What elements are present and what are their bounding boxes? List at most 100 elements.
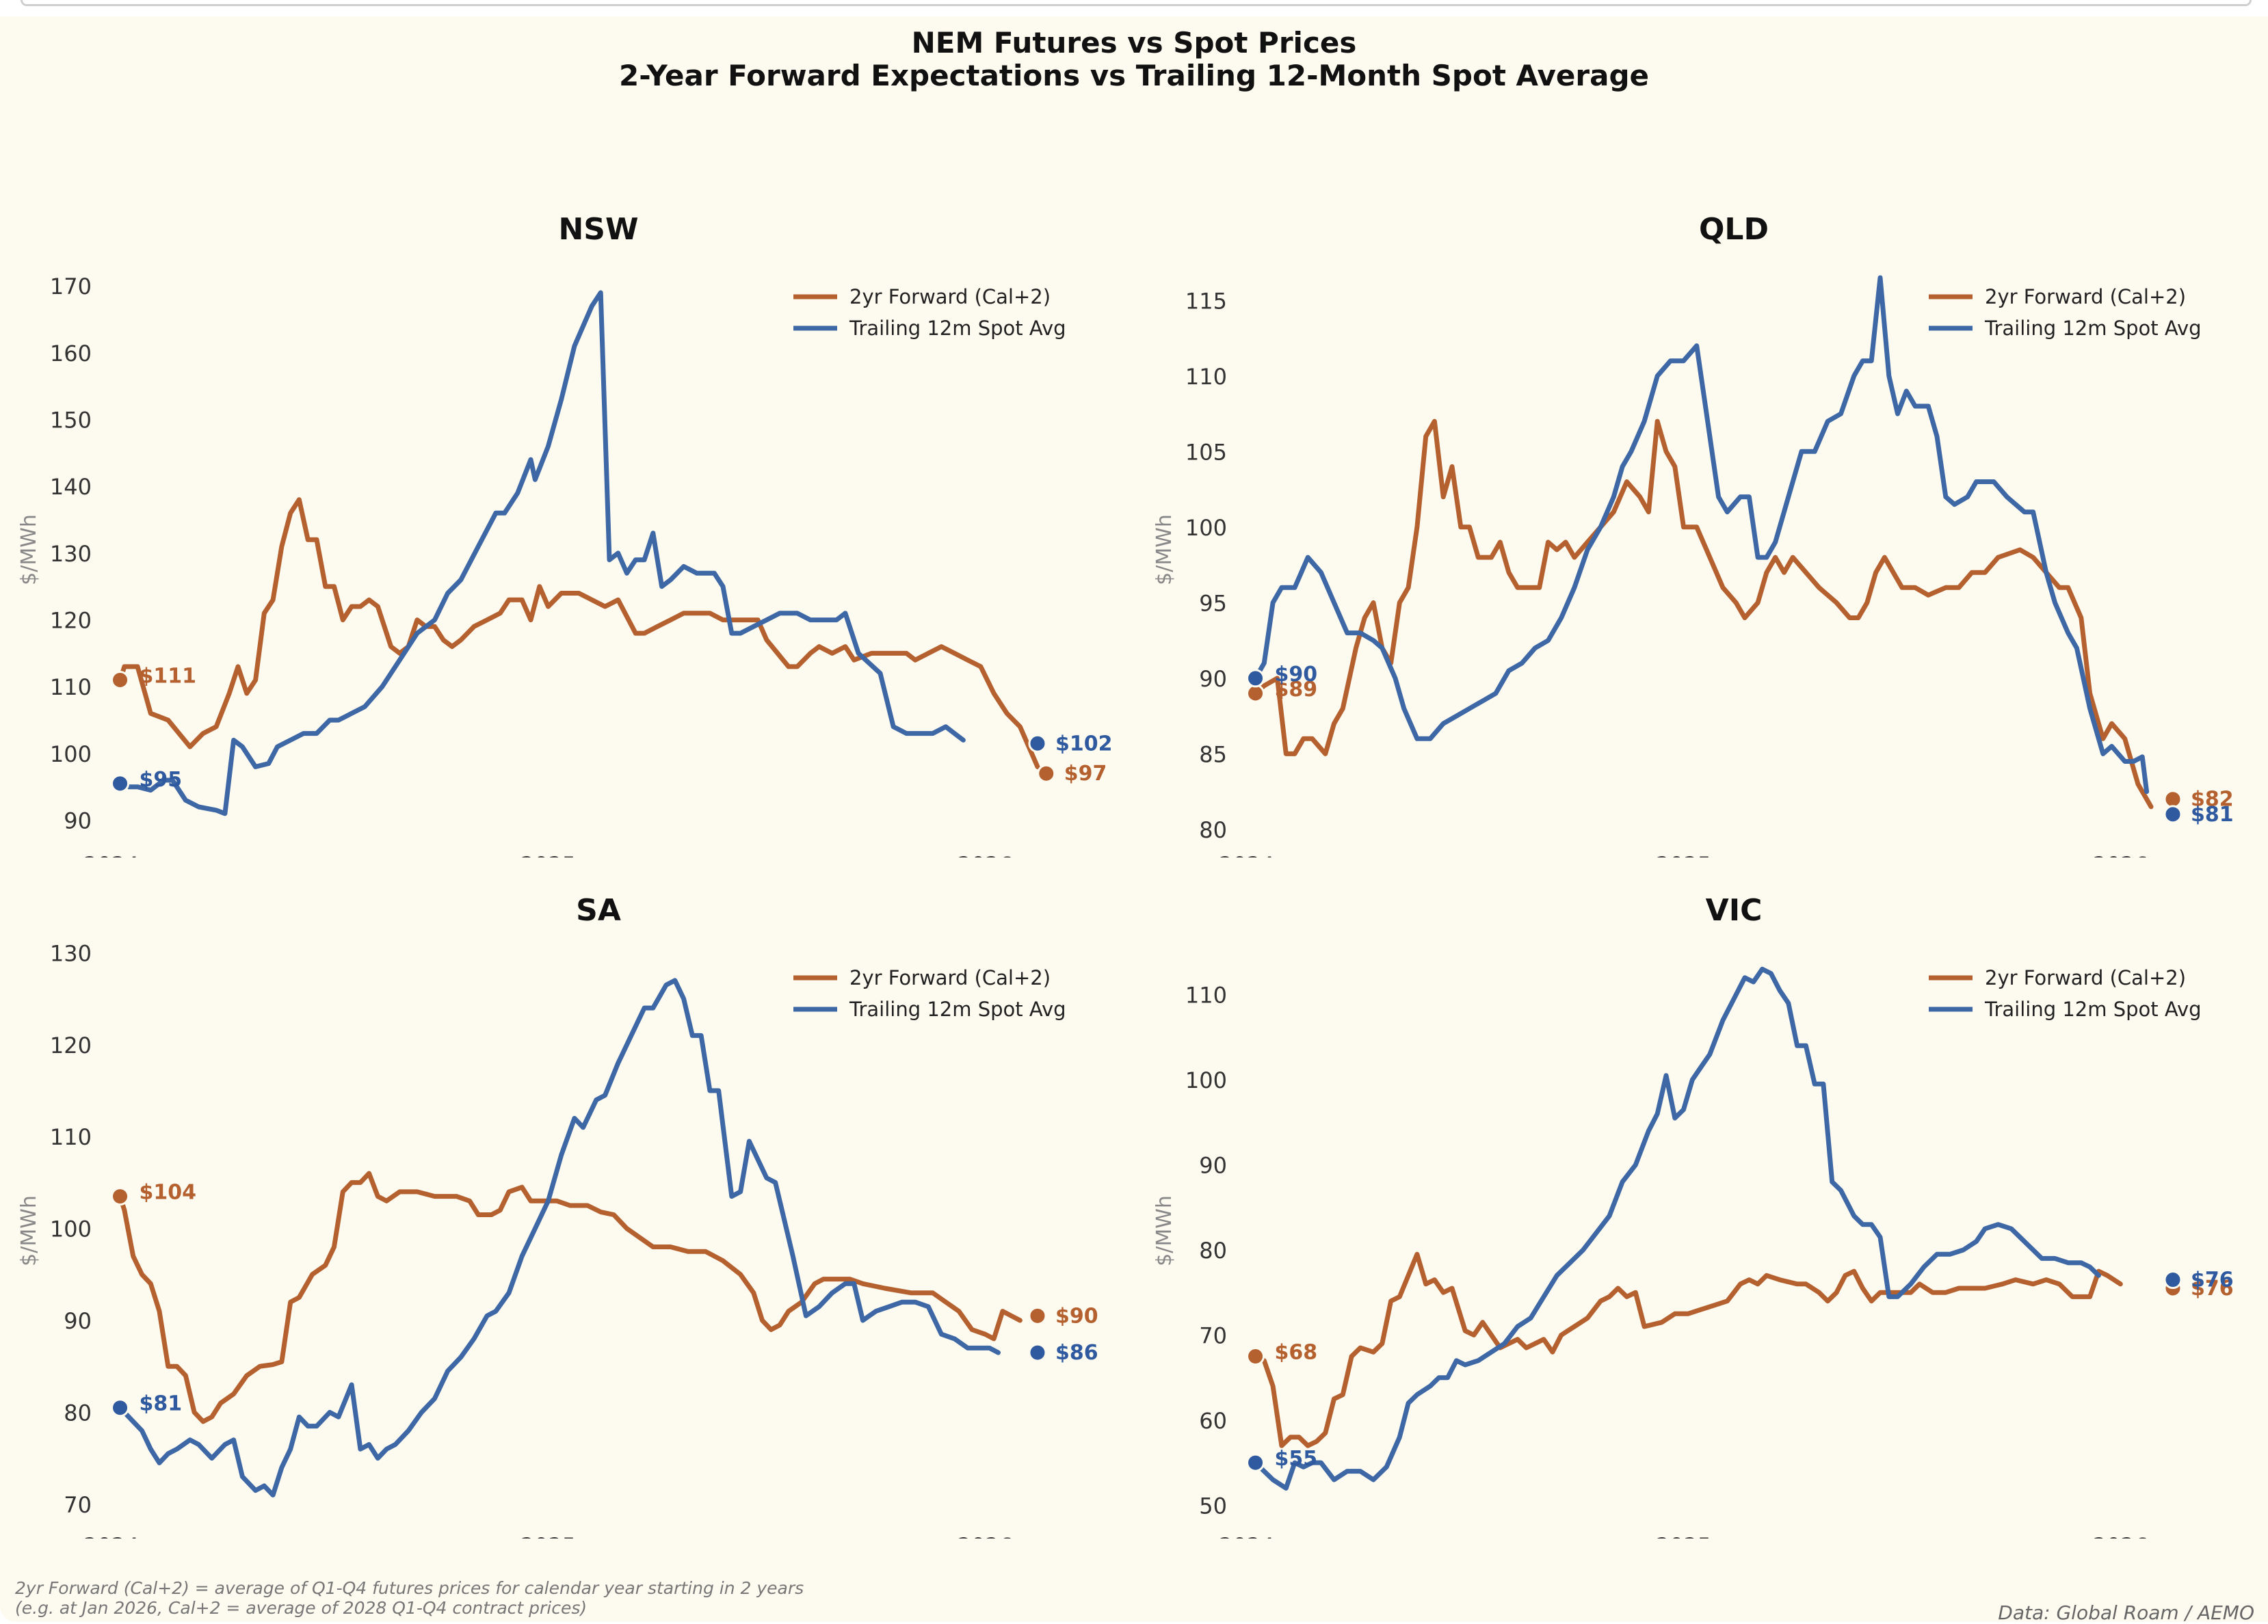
end-marker bbox=[2163, 790, 2183, 809]
y-axis-label: $/MWh bbox=[1152, 1195, 1176, 1266]
x-tick-label: 2025 bbox=[520, 852, 576, 857]
start-marker bbox=[1246, 669, 1265, 688]
y-tick-label: 95 bbox=[1199, 590, 1227, 616]
y-tick-label: 100 bbox=[50, 741, 92, 767]
x-tick-label: 2024 bbox=[83, 1533, 139, 1539]
start-value-label: $111 bbox=[140, 664, 197, 688]
legend-label: 2yr Forward (Cal+2) bbox=[1985, 966, 2186, 989]
end-value-label: $76 bbox=[2191, 1277, 2234, 1301]
figure-canvas: NEM Futures vs Spot Prices 2-Year Forwar… bbox=[0, 16, 2268, 1624]
forward-line bbox=[1253, 418, 2154, 810]
end-value-label: $102 bbox=[1055, 732, 1113, 756]
y-tick-label: 110 bbox=[1185, 364, 1227, 390]
legend-label: 2yr Forward (Cal+2) bbox=[849, 966, 1051, 989]
end-marker bbox=[1028, 734, 1047, 753]
end-value-label: $76 bbox=[2191, 1268, 2234, 1292]
y-tick-label: 105 bbox=[1185, 439, 1227, 465]
y-tick-label: 80 bbox=[1199, 1238, 1227, 1264]
y-tick-label: 100 bbox=[50, 1216, 92, 1242]
chart-title: NEM Futures vs Spot Prices bbox=[911, 26, 1357, 59]
x-tick-label: 2026 bbox=[2093, 1533, 2148, 1539]
x-tick-label: 2026 bbox=[2093, 852, 2148, 857]
y-tick-label: 90 bbox=[1199, 1153, 1227, 1179]
x-tick-label: 2025 bbox=[1656, 1533, 1711, 1539]
x-tick-label: 2025 bbox=[1656, 852, 1711, 857]
panel-title-nsw: NSW bbox=[558, 212, 638, 247]
end-value-label: $97 bbox=[1064, 762, 1107, 786]
y-axis-label: $/MWh bbox=[17, 1195, 41, 1266]
y-tick-label: 140 bbox=[50, 474, 92, 500]
y-axis-label: $/MWh bbox=[1152, 514, 1176, 585]
footnote-line-1: 2yr Forward (Cal+2) = average of Q1-Q4 f… bbox=[15, 1578, 804, 1598]
start-value-label: $104 bbox=[140, 1181, 197, 1205]
window-top-edge bbox=[21, 0, 2252, 6]
end-value-label: $82 bbox=[2191, 788, 2234, 812]
y-tick-label: 110 bbox=[1185, 983, 1227, 1009]
start-marker bbox=[111, 670, 130, 689]
spot-avg-line bbox=[1253, 966, 2101, 1491]
x-tick-label: 2024 bbox=[83, 852, 139, 857]
start-marker bbox=[111, 774, 130, 793]
start-marker bbox=[111, 1398, 130, 1417]
footnote: 2yr Forward (Cal+2) = average of Q1-Q4 f… bbox=[15, 1578, 804, 1618]
y-tick-label: 110 bbox=[50, 674, 92, 700]
start-marker bbox=[1246, 684, 1265, 703]
forward-line bbox=[1253, 1251, 2123, 1448]
end-value-label: $90 bbox=[1055, 1304, 1098, 1328]
y-axis-label: $/MWh bbox=[17, 514, 41, 585]
forward-line bbox=[118, 497, 1040, 769]
end-marker bbox=[2163, 1270, 2183, 1290]
y-tick-label: 100 bbox=[1185, 515, 1227, 541]
y-tick-label: 70 bbox=[64, 1492, 92, 1518]
y-tick-label: 150 bbox=[50, 408, 92, 434]
footnote-line-2: (e.g. at Jan 2026, Cal+2 = average of 20… bbox=[15, 1598, 588, 1618]
spot-avg-line bbox=[1253, 275, 2150, 795]
panel-sa: SA $/MWh 70 80 90 100 110 120 130 2024 2025 2026 $10… bbox=[17, 893, 1098, 1539]
y-tick-label: 130 bbox=[50, 940, 92, 966]
legend-label: Trailing 12m Spot Avg bbox=[1984, 998, 2202, 1021]
y-tick-label: 50 bbox=[1199, 1493, 1227, 1519]
start-value-label: $55 bbox=[1275, 1447, 1318, 1471]
end-marker bbox=[1028, 1343, 1047, 1362]
y-tick-label: 90 bbox=[64, 808, 92, 834]
end-value-label: $86 bbox=[1055, 1341, 1098, 1365]
y-tick-label: 85 bbox=[1199, 741, 1227, 767]
y-tick-label: 115 bbox=[1185, 288, 1227, 314]
spot-avg-line bbox=[118, 978, 1001, 1497]
start-value-label: $90 bbox=[1275, 663, 1318, 687]
forward-line bbox=[118, 1171, 1023, 1424]
end-marker bbox=[1037, 764, 1056, 783]
start-value-label: $68 bbox=[1275, 1341, 1318, 1365]
start-value-label: $89 bbox=[1275, 678, 1318, 702]
legend-label: Trailing 12m Spot Avg bbox=[849, 317, 1066, 340]
y-tick-label: 80 bbox=[64, 1400, 92, 1426]
y-tick-label: 80 bbox=[1199, 817, 1227, 843]
legend-label: Trailing 12m Spot Avg bbox=[1984, 317, 2202, 340]
start-marker bbox=[111, 1187, 130, 1206]
end-marker bbox=[1028, 1306, 1047, 1325]
y-tick-label: 60 bbox=[1199, 1408, 1227, 1434]
y-tick-label: 90 bbox=[64, 1308, 92, 1334]
end-value-label: $81 bbox=[2191, 803, 2234, 827]
y-tick-label: 160 bbox=[50, 341, 92, 367]
y-tick-label: 120 bbox=[50, 608, 92, 634]
panel-nsw: NSW $/MWh 90 100 110 120 130 140 150 160 170 2024 20… bbox=[17, 212, 1113, 857]
panel-qld: QLD $/MWh 80 85 90 95 100 105 110 115 2024 2025 2026… bbox=[1152, 212, 2234, 857]
panel-title-qld: QLD bbox=[1699, 212, 1769, 247]
x-tick-label: 2026 bbox=[958, 1533, 1013, 1539]
spot-avg-line bbox=[118, 290, 966, 816]
x-tick-label: 2026 bbox=[958, 852, 1013, 857]
legend-label: 2yr Forward (Cal+2) bbox=[849, 285, 1051, 308]
y-tick-label: 90 bbox=[1199, 666, 1227, 692]
x-tick-label: 2025 bbox=[520, 1533, 576, 1539]
y-tick-label: 170 bbox=[50, 274, 92, 299]
y-tick-label: 100 bbox=[1185, 1067, 1227, 1093]
data-source: Data: Global Roam / AEMO bbox=[1998, 1601, 2254, 1624]
start-value-label: $95 bbox=[140, 768, 183, 792]
y-tick-label: 130 bbox=[50, 541, 92, 567]
end-marker bbox=[2163, 805, 2183, 824]
start-marker bbox=[1246, 1347, 1265, 1366]
legend-label: 2yr Forward (Cal+2) bbox=[1985, 285, 2186, 308]
panel-title-sa: SA bbox=[576, 893, 621, 928]
start-value-label: $81 bbox=[140, 1392, 183, 1416]
